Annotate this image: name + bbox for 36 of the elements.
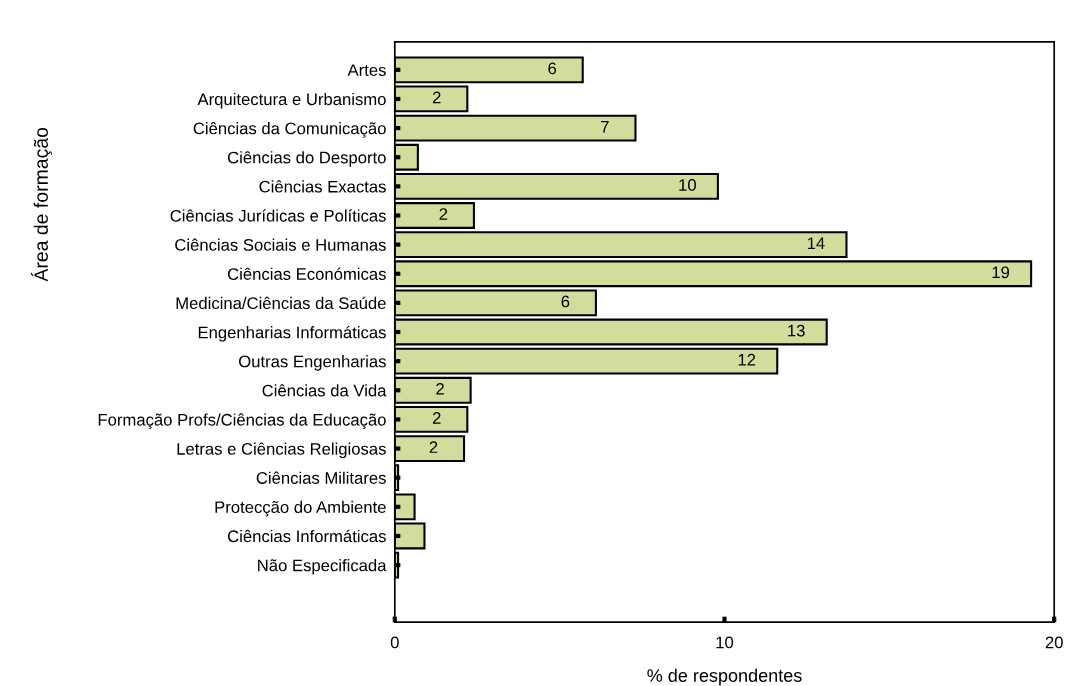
- x-axis-title: % de respondentes: [647, 668, 802, 686]
- data-label: 2: [436, 382, 444, 395]
- x-tick-label: 0: [390, 636, 399, 649]
- data-label: 19: [992, 266, 1010, 279]
- y-tick-label: Engenharias Informáticas: [198, 325, 386, 342]
- y-tick-label: Formação Profs/Ciências da Educação: [98, 413, 386, 430]
- x-tick-label: 10: [716, 636, 734, 649]
- data-label: 2: [432, 412, 441, 424]
- y-tick-label: Arquitectura e Urbanismo: [197, 92, 386, 109]
- y-tick-label: Ciências Militares: [256, 471, 386, 484]
- y-tick-label: Ciências Exactas: [259, 180, 386, 193]
- x-tick-label: 20: [1045, 636, 1063, 649]
- data-label: 12: [738, 353, 756, 366]
- data-label: 2: [429, 441, 438, 453]
- y-axis-title: Área de formação: [30, 127, 52, 282]
- y-tick-label: Ciências Económicas: [227, 267, 386, 280]
- y-tick-label: Ciências do Desporto: [227, 151, 386, 167]
- y-tick-label: Ciências Informáticas: [227, 529, 386, 543]
- y-tick-label: Não Especificada: [258, 559, 387, 575]
- data-label: 2: [432, 91, 441, 104]
- data-label: 13: [788, 324, 805, 337]
- data-label: 6: [548, 62, 557, 75]
- y-tick-label: Protecção do Ambiente: [215, 500, 386, 517]
- y-tick-label: Ciências Sociais e Humanas: [175, 238, 386, 251]
- y-tick-label: Outras Engenharias: [239, 355, 386, 371]
- data-label: 6: [561, 295, 570, 308]
- y-tick-label: Ciências da Vida: [262, 384, 387, 397]
- data-label: 14: [807, 237, 825, 249]
- y-tick-label: Medicina/Ciências da Saúde: [176, 296, 386, 310]
- data-label: 7: [601, 120, 609, 133]
- y-tick-label: Artes: [347, 64, 386, 77]
- data-label: 10: [679, 179, 696, 191]
- data-label: 2: [439, 208, 448, 220]
- y-tick-label: Ciências da Comunicação: [193, 122, 386, 138]
- y-tick-label: Ciências Jurídicas e Políticas: [170, 209, 386, 222]
- y-tick-label: Letras e Ciências Religiosas: [177, 442, 386, 459]
